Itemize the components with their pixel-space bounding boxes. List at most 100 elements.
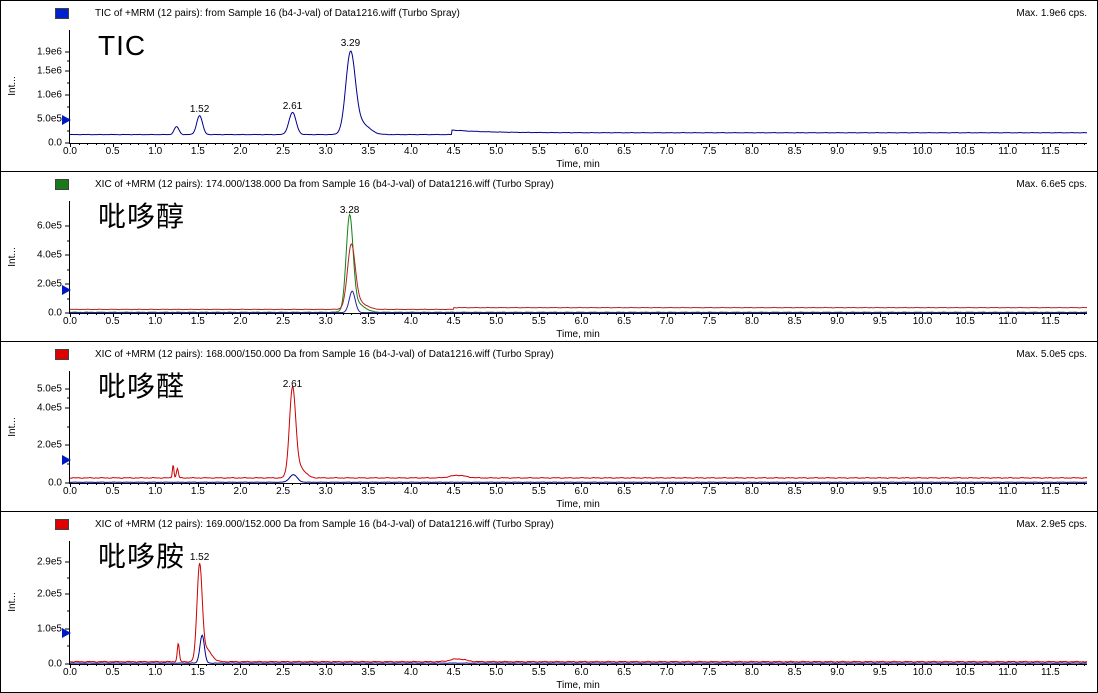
x-minor-tick xyxy=(632,664,634,666)
x-tick xyxy=(283,143,285,147)
x-minor-tick xyxy=(555,483,557,485)
x-minor-tick xyxy=(445,483,447,485)
x-tick-label: 11.0 xyxy=(998,486,1018,497)
chromatogram-traces xyxy=(70,201,1087,313)
y-tick xyxy=(65,407,70,409)
x-minor-tick xyxy=(163,664,165,666)
x-minor-tick xyxy=(385,664,387,666)
x-minor-tick xyxy=(129,664,131,666)
x-tick xyxy=(837,664,839,668)
x-minor-tick xyxy=(266,664,268,666)
x-minor-tick xyxy=(607,664,609,666)
x-minor-tick xyxy=(257,313,259,315)
axis-offset-marker-icon[interactable] xyxy=(62,284,71,295)
x-minor-tick xyxy=(854,483,856,485)
x-tick xyxy=(538,664,540,668)
peak-retention-time-label: 2.61 xyxy=(282,378,303,390)
x-minor-tick xyxy=(717,664,719,666)
axis-offset-marker-icon[interactable] xyxy=(62,628,71,639)
chromatogram-plot-area[interactable]: 吡哆醛 5.0e5 4.0e5 2.0e5 0.0 2.61 0.0 0.5 1.0 1.5 2.… xyxy=(37,371,1087,497)
x-tick xyxy=(709,664,711,668)
chromatogram-traces xyxy=(70,371,1087,483)
chromatogram-plot-area[interactable]: TIC 1.9e6 1.5e6 1.0e6 5.0e5 0.0 1.52 2.61 3.29 0… xyxy=(37,30,1087,157)
x-minor-tick xyxy=(393,143,395,145)
chromatogram-plot-area[interactable]: 吡哆胺 2.9e5 2.0e5 1.0e5 0.0 1.52 0.0 0.5 1.0 1.5 2.… xyxy=(37,541,1087,678)
x-minor-tick xyxy=(896,313,898,315)
panel-header[interactable]: XIC of +MRM (12 pairs): 169.000/152.000 … xyxy=(1,512,1097,536)
x-minor-tick xyxy=(547,313,549,315)
x-minor-tick xyxy=(274,664,276,666)
x-tick-label: 1.0 xyxy=(148,486,163,497)
x-tick-label: 5.0 xyxy=(489,667,504,678)
x-tick xyxy=(70,664,71,668)
x-minor-tick xyxy=(658,483,660,485)
x-tick xyxy=(879,664,881,668)
x-minor-tick xyxy=(930,313,932,315)
x-minor-tick xyxy=(419,483,421,485)
x-minor-tick xyxy=(973,664,975,666)
x-minor-tick xyxy=(1033,313,1035,315)
y-minor-tick xyxy=(67,426,70,428)
panel-header[interactable]: TIC of +MRM (12 pairs): from Sample 16 (… xyxy=(1,1,1097,25)
panel-body: Int... 吡哆胺 2.9e5 2.0e5 1.0e5 0.0 1.52 0.0 0.5 1… xyxy=(1,536,1097,692)
x-minor-tick xyxy=(87,664,89,666)
x-minor-tick xyxy=(172,143,174,145)
x-minor-tick xyxy=(615,664,617,666)
x-minor-tick xyxy=(172,483,174,485)
x-tick-label: 5.0 xyxy=(489,316,504,327)
x-minor-tick xyxy=(828,664,830,666)
x-tick-label: 3.5 xyxy=(361,146,376,157)
x-tick-label: 9.0 xyxy=(830,316,845,327)
x-minor-tick xyxy=(78,664,80,666)
x-minor-tick xyxy=(351,664,353,666)
x-minor-tick xyxy=(274,483,276,485)
x-tick xyxy=(1007,483,1009,487)
x-minor-tick xyxy=(990,313,992,315)
x-minor-tick xyxy=(266,313,268,315)
x-tick-label: 0.0 xyxy=(63,667,77,678)
x-minor-tick xyxy=(1084,313,1086,315)
x-minor-tick xyxy=(649,483,651,485)
x-tick xyxy=(922,664,924,668)
x-minor-tick xyxy=(317,483,319,485)
x-tick-label: 11.0 xyxy=(998,667,1018,678)
x-minor-tick xyxy=(990,143,992,145)
x-minor-tick xyxy=(734,664,736,666)
x-tick xyxy=(666,664,668,668)
chromatogram-plot-area[interactable]: 吡哆醇 6.0e5 4.0e5 2.0e5 0.0 3.28 0.0 0.5 1.0 1.5 2.… xyxy=(37,201,1087,327)
x-minor-tick xyxy=(948,313,950,315)
x-tick-label: 4.5 xyxy=(446,486,461,497)
x-minor-tick xyxy=(760,143,762,145)
x-minor-tick xyxy=(291,664,293,666)
axis-offset-marker-icon[interactable] xyxy=(62,115,71,126)
x-minor-tick xyxy=(1084,143,1086,145)
x-tick-label: 10.5 xyxy=(955,486,975,497)
x-tick xyxy=(410,483,412,487)
panel-header[interactable]: XIC of +MRM (12 pairs): 168.000/150.000 … xyxy=(1,342,1097,366)
x-minor-tick xyxy=(913,313,915,315)
x-minor-tick xyxy=(905,313,907,315)
y-tick xyxy=(65,70,70,72)
x-tick-label: 10.5 xyxy=(955,316,975,327)
x-tick-label: 3.0 xyxy=(318,316,333,327)
x-tick-label: 3.5 xyxy=(361,667,376,678)
x-minor-tick xyxy=(632,143,634,145)
x-minor-tick xyxy=(973,483,975,485)
panel-header[interactable]: XIC of +MRM (12 pairs): 174.000/138.000 … xyxy=(1,172,1097,196)
x-minor-tick xyxy=(1024,143,1026,145)
x-tick-label: 11.5 xyxy=(1040,316,1060,327)
x-tick-label: 8.0 xyxy=(745,146,759,157)
x-minor-tick xyxy=(862,483,864,485)
x-minor-tick xyxy=(462,313,464,315)
x-tick-label: 6.0 xyxy=(574,667,589,678)
x-minor-tick xyxy=(811,313,813,315)
x-minor-tick xyxy=(777,483,779,485)
x-minor-tick xyxy=(487,483,489,485)
x-minor-tick xyxy=(317,313,319,315)
axis-offset-marker-icon[interactable] xyxy=(62,455,71,466)
max-intensity-label: Max. 6.6e5 cps. xyxy=(1016,178,1087,190)
x-minor-tick xyxy=(1075,483,1077,485)
x-minor-tick xyxy=(308,143,310,145)
y-tick-label: 0.0 xyxy=(48,307,62,319)
peak-retention-time-label: 3.28 xyxy=(339,205,360,217)
